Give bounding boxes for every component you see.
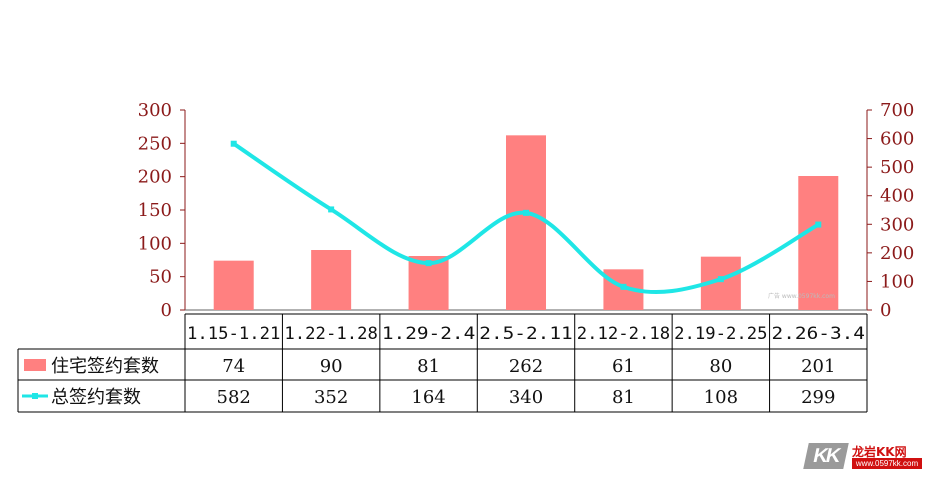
line-value-cell: 299 bbox=[801, 387, 835, 408]
right-tick-label: 500 bbox=[880, 157, 914, 178]
right-tick-label: 400 bbox=[880, 186, 914, 207]
bar-value-cell: 61 bbox=[612, 356, 635, 377]
legend-bar-label: 住宅签约套数 bbox=[51, 356, 159, 377]
left-tick-label: 150 bbox=[138, 200, 172, 221]
bar-series bbox=[213, 135, 839, 310]
category-label: 2.26-3.4 bbox=[772, 324, 865, 344]
line-value-cell: 108 bbox=[704, 387, 738, 408]
bar bbox=[213, 260, 254, 310]
bar bbox=[506, 135, 546, 310]
site-logo: KK 龙岩KK网 www.0597kk.com bbox=[803, 443, 922, 471]
right-tick-label: 200 bbox=[880, 243, 914, 264]
left-tick-label: 50 bbox=[149, 267, 172, 288]
bar bbox=[311, 250, 352, 310]
bar bbox=[798, 176, 839, 310]
legend-bar-swatch bbox=[24, 359, 46, 371]
right-tick-label: 0 bbox=[880, 300, 891, 321]
left-axis-ticks: 0 50 100 150 200 250 300 bbox=[138, 100, 185, 321]
left-tick-label: 300 bbox=[138, 100, 172, 121]
legend-line-marker bbox=[32, 393, 38, 399]
bar-value-cell: 81 bbox=[417, 356, 440, 377]
line-point bbox=[328, 206, 335, 213]
right-tick-label: 600 bbox=[880, 129, 914, 150]
right-tick-label: 100 bbox=[880, 271, 914, 292]
line-value-cell: 582 bbox=[217, 387, 251, 408]
logo-mark: KK bbox=[803, 443, 849, 469]
bar-value-cell: 74 bbox=[222, 356, 245, 377]
bar-value-cell: 262 bbox=[509, 356, 543, 377]
line-point bbox=[523, 209, 529, 216]
category-label: 2.12-2.18 bbox=[577, 324, 670, 344]
data-table: 1.15-1.21 1.22-1.28 1.29-2.4 2.5-2.11 2.12-2… bbox=[17, 313, 868, 413]
line-point bbox=[230, 140, 237, 147]
line-point bbox=[717, 276, 724, 283]
category-label: 2.19-2.25 bbox=[674, 324, 767, 344]
line-value-cell: 352 bbox=[314, 387, 348, 408]
bar-value-cell: 201 bbox=[801, 356, 835, 377]
line-value-cell: 81 bbox=[612, 387, 635, 408]
line-series bbox=[230, 140, 822, 295]
bar-value-cell: 80 bbox=[709, 356, 732, 377]
bar-value-cell: 90 bbox=[320, 356, 343, 377]
logo-url: www.0597kk.com bbox=[852, 458, 922, 469]
watermark: 广告 www.0597kk.com bbox=[768, 292, 835, 300]
left-tick-label: 200 bbox=[138, 167, 172, 188]
line-value-cell: 164 bbox=[411, 387, 445, 408]
category-label: 1.29-2.4 bbox=[382, 324, 475, 344]
category-label: 2.5-2.11 bbox=[479, 324, 572, 344]
right-tick-label: 700 bbox=[880, 100, 914, 121]
line-point bbox=[425, 260, 432, 267]
right-axis-ticks: 0 100 200 300 400 500 600 700 bbox=[867, 100, 914, 321]
right-tick-label: 300 bbox=[880, 214, 914, 235]
line-value-cell: 340 bbox=[509, 387, 543, 408]
category-label: 1.22-1.28 bbox=[284, 324, 377, 344]
line-point bbox=[620, 283, 627, 290]
category-label: 1.15-1.21 bbox=[187, 324, 280, 344]
left-tick-label: 0 bbox=[161, 300, 172, 321]
left-tick-label: 100 bbox=[138, 233, 172, 254]
left-tick-label: 250 bbox=[138, 133, 172, 154]
line-point bbox=[815, 221, 822, 228]
logo-brand: 龙岩KK网 bbox=[852, 445, 907, 459]
legend-line-label: 总签约套数 bbox=[51, 387, 141, 408]
